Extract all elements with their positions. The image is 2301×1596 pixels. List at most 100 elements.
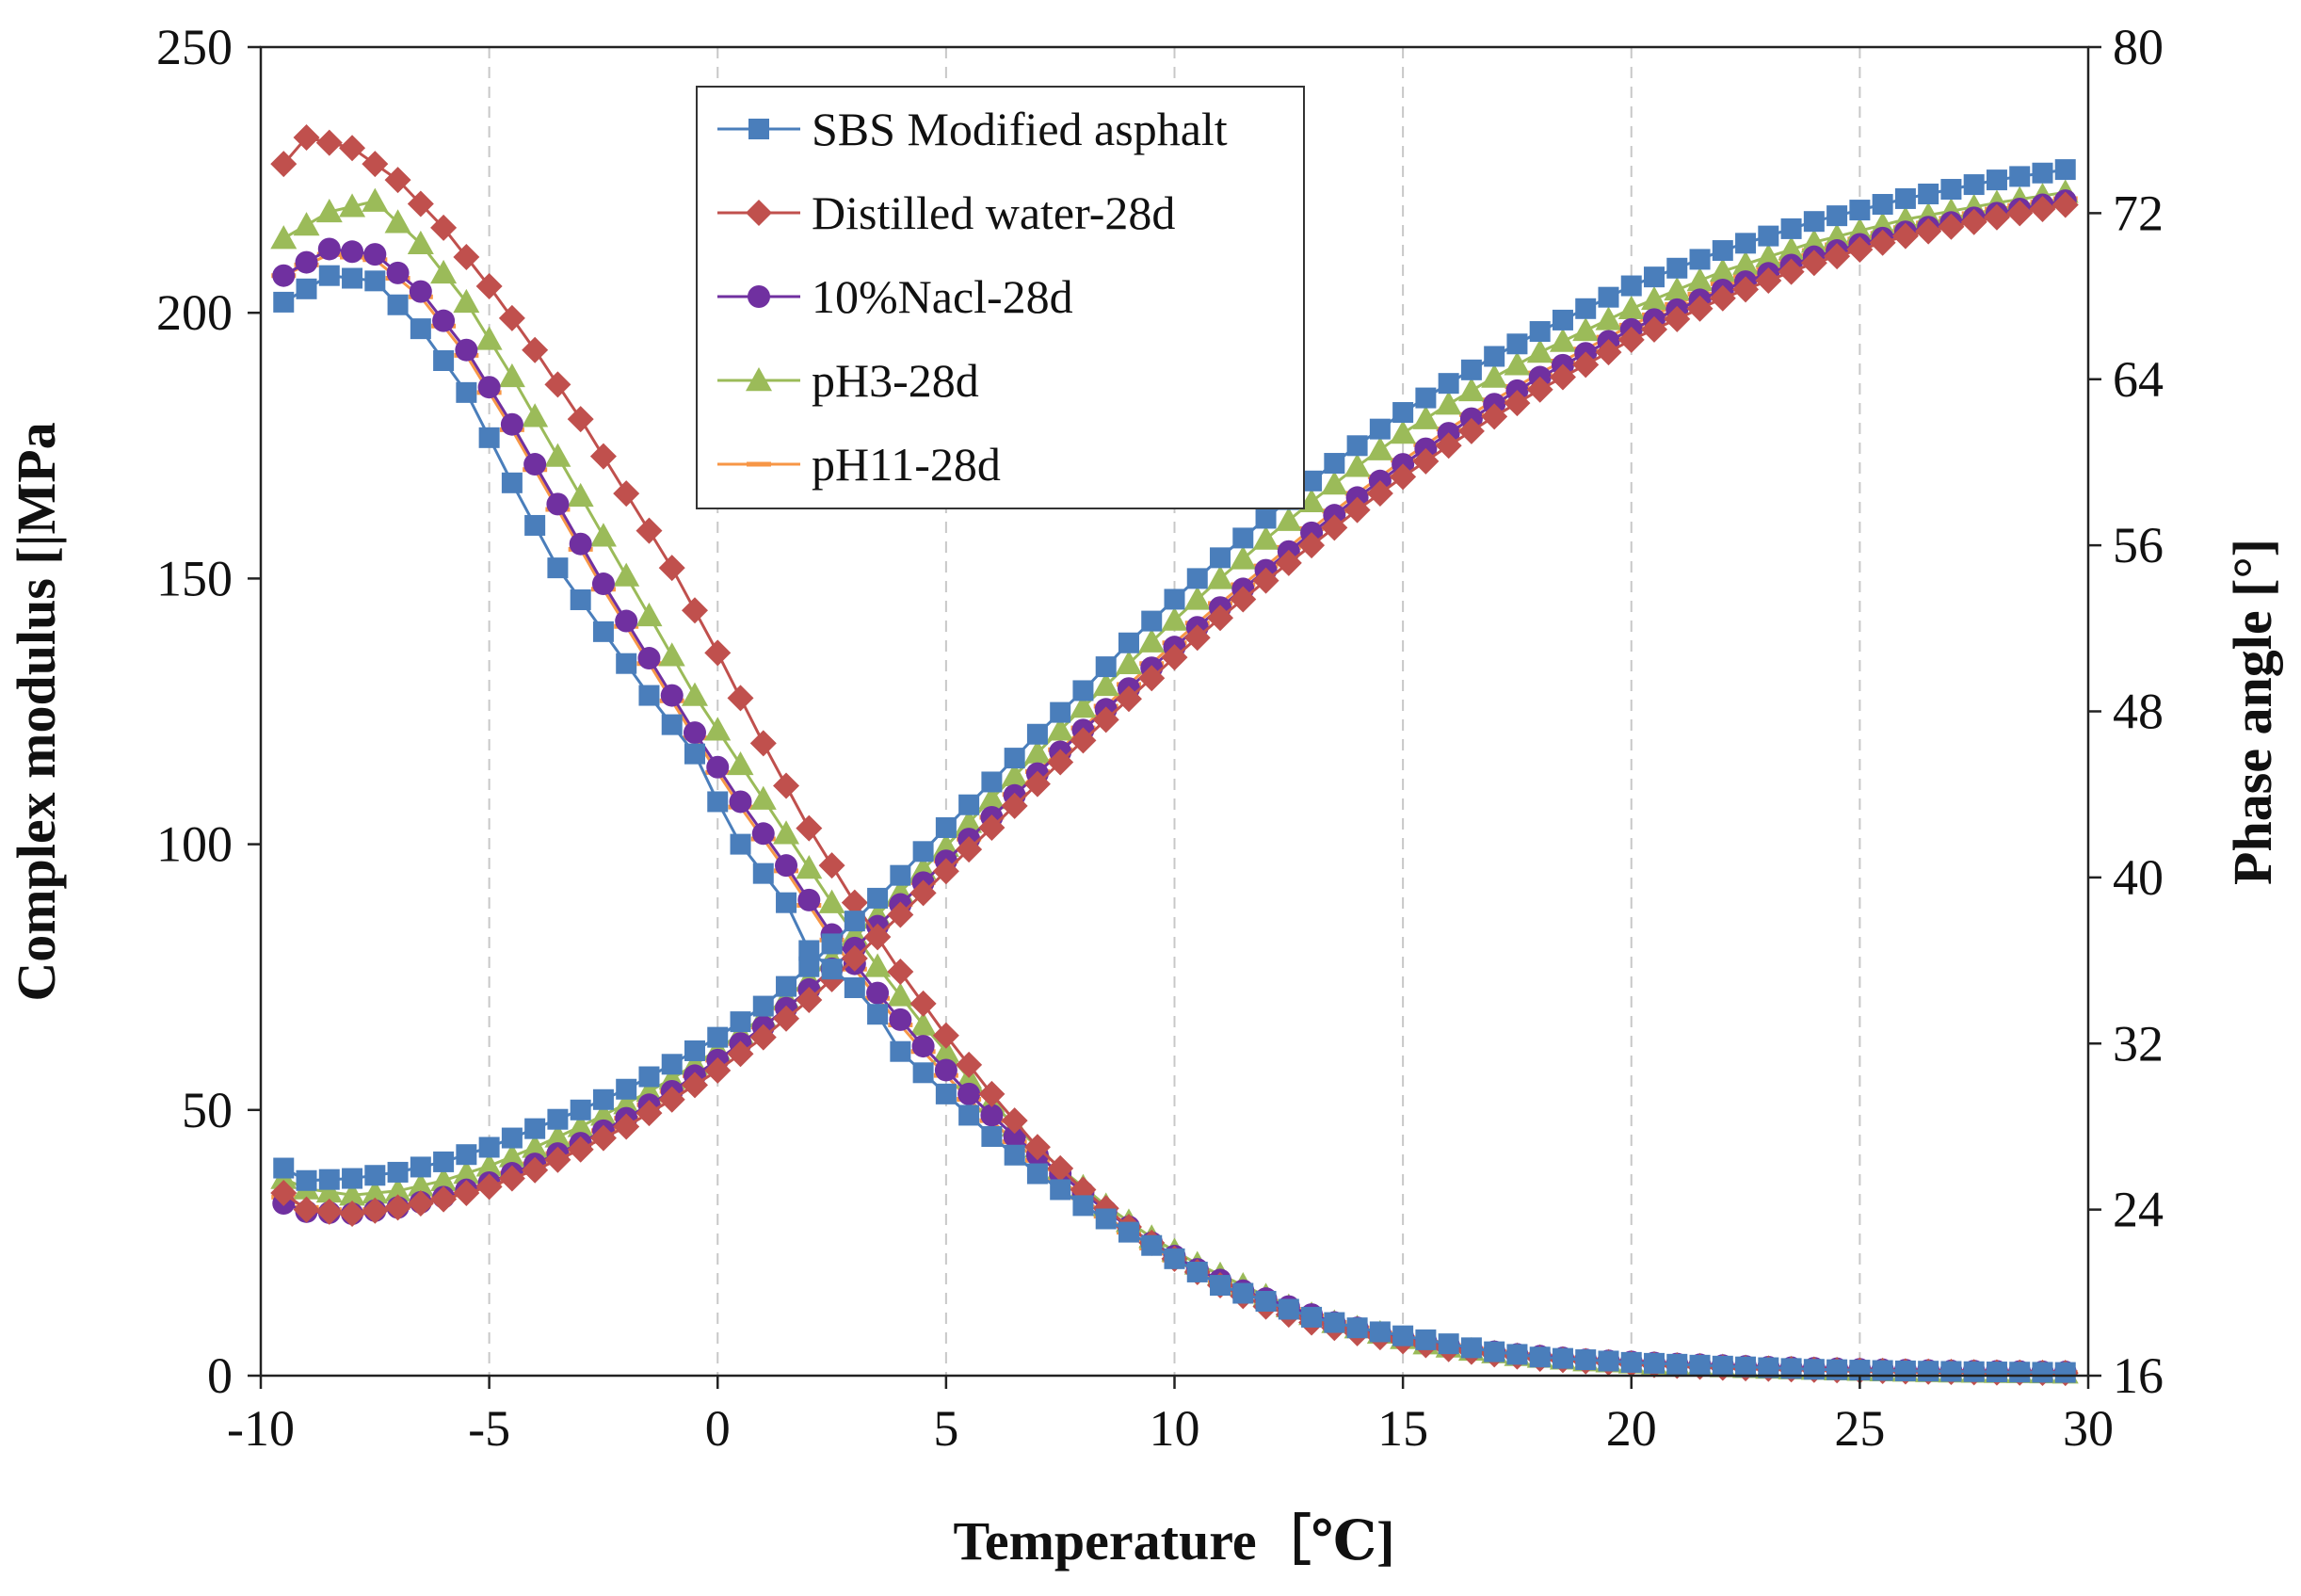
data-point: [706, 755, 730, 779]
data-point: [1369, 418, 1391, 440]
data-point: [729, 790, 752, 814]
data-point: [522, 1156, 549, 1184]
data-point: [1824, 223, 1851, 248]
data-point: [1552, 309, 1573, 330]
data-point: [932, 1038, 959, 1062]
data-point: [1438, 1333, 1459, 1355]
data-point: [1252, 525, 1279, 550]
data-point: [1072, 680, 1094, 701]
legend-marker: [748, 119, 769, 139]
data-point: [1050, 701, 1071, 723]
data-point: [1118, 1221, 1139, 1243]
data-point: [2052, 191, 2079, 218]
data-point: [430, 214, 458, 241]
data-point: [1001, 762, 1028, 787]
data-point: [407, 1172, 434, 1197]
data-point: [1001, 1107, 1028, 1135]
data-point: [567, 1136, 594, 1163]
data-point: [1778, 235, 1805, 261]
data-point: [1092, 706, 1119, 734]
data-point: [477, 376, 501, 399]
x-axis-ticks: -10 -5 0 5 10 15 20 25 30: [227, 1376, 2114, 1457]
data-point: [1983, 203, 2010, 231]
data-point: [591, 572, 615, 596]
data-point: [978, 814, 1006, 841]
data-point: [704, 717, 732, 741]
data-point: [363, 243, 387, 266]
data-point: [798, 956, 820, 977]
data-point: [315, 198, 343, 223]
data-point: [1915, 218, 1942, 245]
data-point: [636, 602, 663, 627]
data-point: [1183, 586, 1211, 610]
data-point: [1938, 213, 1965, 240]
data-point: [1321, 471, 1348, 495]
data-point: [589, 443, 617, 470]
data-point: [636, 1100, 663, 1127]
data-point: [1617, 326, 1645, 353]
data-point: [887, 901, 914, 928]
data-point: [475, 326, 503, 350]
data-point: [727, 750, 754, 776]
data-point: [384, 1177, 411, 1201]
data-point: [1960, 208, 1987, 235]
data-point: [841, 889, 868, 916]
data-point: [1141, 1234, 1163, 1256]
data-point: [315, 1198, 343, 1225]
data-point: [1940, 1361, 1962, 1382]
data-point: [546, 492, 570, 516]
data-point: [453, 1179, 480, 1206]
data-point: [430, 1167, 458, 1191]
data-point: [1986, 1362, 2007, 1383]
data-point: [498, 1165, 525, 1192]
data-point: [524, 514, 546, 536]
data-point: [1392, 1325, 1414, 1346]
data-point: [1138, 628, 1166, 653]
data-point: [1986, 169, 2007, 191]
y-left-tick-label: 200: [156, 284, 233, 341]
data-point: [1712, 1355, 1733, 1377]
data-point: [1735, 1356, 1757, 1378]
legend-item: Distilled water-28d: [717, 186, 1175, 239]
data-point: [1709, 284, 1736, 312]
data-point: [841, 944, 868, 972]
data-point: [501, 1127, 523, 1149]
x-tick-label: -10: [227, 1400, 295, 1457]
x-axis-title: Temperature［℃]: [954, 1510, 1395, 1572]
data-point: [1275, 549, 1302, 576]
data-point: [887, 982, 914, 1007]
data-point: [1369, 1321, 1391, 1343]
data-point: [1755, 267, 1782, 295]
data-point: [1321, 514, 1348, 541]
data-point: [1232, 527, 1254, 549]
data-point: [1207, 565, 1234, 589]
data-point: [315, 129, 343, 156]
data-point: [1869, 229, 1896, 256]
data-point: [544, 1146, 571, 1173]
data-point: [2029, 195, 2056, 222]
data-point: [638, 685, 660, 706]
data-point: [589, 1124, 617, 1152]
data-point: [2032, 162, 2053, 184]
data-point: [1484, 1341, 1505, 1362]
data-point: [386, 261, 410, 284]
data-point: [2054, 1362, 2076, 1383]
data-point: [866, 981, 890, 1005]
data-point: [978, 1080, 1006, 1107]
data-point: [751, 822, 775, 846]
data-point: [2006, 200, 2034, 227]
legend-marker: [746, 367, 772, 392]
data-point: [1390, 463, 1417, 491]
data-point: [1598, 286, 1619, 308]
data-point: [1346, 1317, 1368, 1339]
data-point: [1595, 339, 1622, 366]
data-point: [384, 209, 411, 234]
data-point: [1460, 359, 1482, 380]
data-point: [773, 772, 800, 799]
data-point: [387, 1161, 409, 1183]
data-point: [1161, 606, 1188, 631]
x-tick-label: 15: [1377, 1400, 1428, 1457]
data-series: [270, 123, 2079, 1387]
data-point: [616, 1078, 637, 1100]
data-point: [821, 933, 843, 955]
